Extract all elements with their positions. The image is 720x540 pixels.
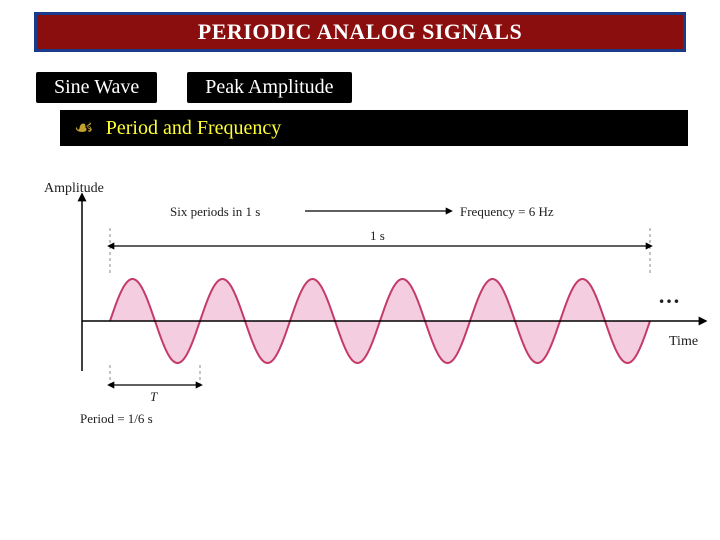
pill-peak: Peak Amplitude	[187, 72, 351, 103]
leaf-icon: ☙	[74, 115, 94, 141]
pill-row: Sine Wave Peak Amplitude	[36, 72, 352, 103]
annotation-right: Frequency = 6 Hz	[460, 204, 554, 219]
period-frequency-label: Period and Frequency	[106, 117, 282, 140]
title-bar: PERIODIC ANALOG SIGNALS	[34, 12, 686, 52]
title-text: PERIODIC ANALOG SIGNALS	[198, 19, 522, 45]
sine-svg: Amplitude Time … 1 s Six periods in 1 s Frequ…	[34, 176, 714, 446]
pill-sine-label: Sine Wave	[54, 76, 139, 98]
x-axis-label: Time	[669, 334, 698, 349]
period-frequency-bar: ☙ Period and Frequency	[60, 110, 688, 146]
pill-sine: Sine Wave	[36, 72, 157, 103]
pill-peak-label: Peak Amplitude	[205, 76, 333, 98]
period-letter: T	[150, 389, 158, 404]
span-label: 1 s	[370, 228, 385, 243]
sine-diagram: Amplitude Time … 1 s Six periods in 1 s Frequ…	[34, 176, 714, 446]
annotation-left: Six periods in 1 s	[170, 204, 260, 219]
period-value: Period = 1/6 s	[80, 411, 153, 426]
y-axis-label: Amplitude	[44, 181, 104, 196]
ellipsis: …	[658, 283, 680, 308]
